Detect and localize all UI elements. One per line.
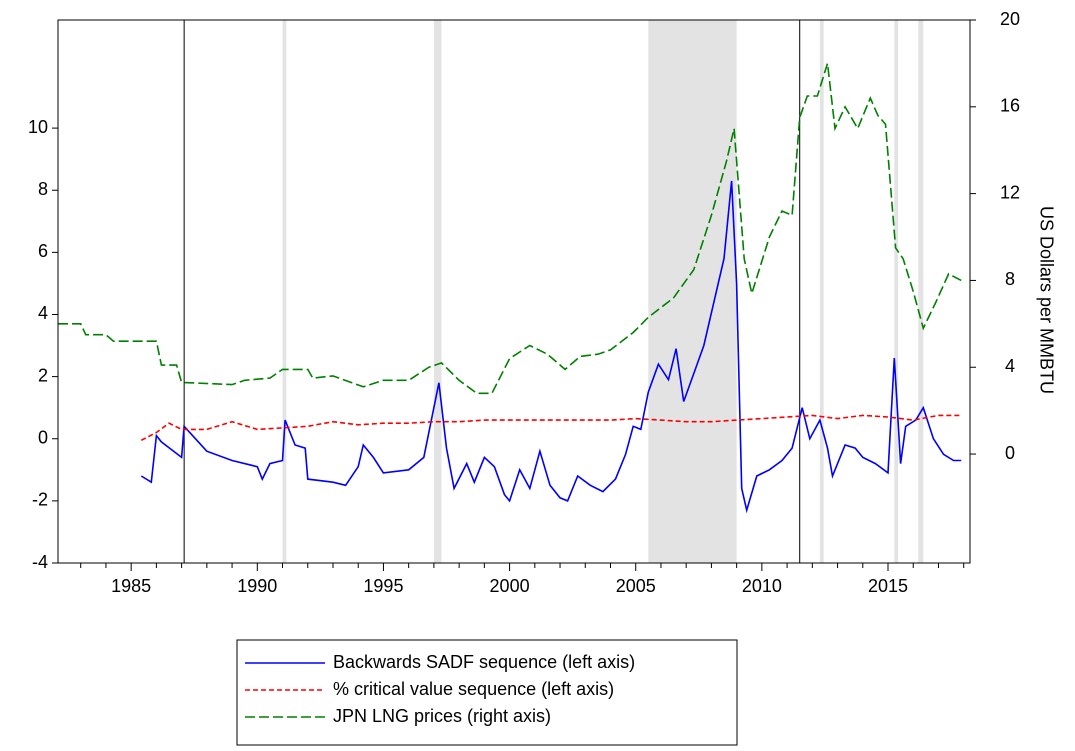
y2-axis-label: US Dollars per MMBTU [1036,206,1056,394]
shaded-period [819,20,824,563]
legend-label: % critical value sequence (left axis) [333,679,614,699]
series-line [140,180,962,514]
plot-frame [57,19,971,564]
y-tick-label: 4 [38,303,48,323]
shaded-period [918,20,924,563]
legend-label: Backwards SADF sequence (left axis) [333,652,635,672]
plot-border [57,19,971,564]
shaded-period [648,20,737,563]
x-tick-label: 1985 [111,576,151,596]
y-tick-label: 10 [28,117,48,137]
y2-tick-label: 16 [1000,96,1020,116]
x-tick-label: 2000 [490,576,530,596]
y-tick-label: 8 [38,179,48,199]
shaded-period [282,20,287,563]
x-tick-label: 2010 [742,576,782,596]
y2-tick-label: 0 [1005,443,1015,463]
y-tick-label: 6 [38,241,48,261]
y-tick-label: 2 [38,365,48,385]
y-tick-label: -2 [32,490,48,510]
x-tick-label: 1995 [363,576,403,596]
y2-tick-label: 8 [1005,269,1015,289]
series-line [140,414,962,442]
y2-tick-label: 12 [1000,182,1020,202]
shaded-period [433,20,442,563]
shaded-period [894,20,899,563]
y2-tick-label: 20 [1000,9,1020,29]
series-line [58,63,962,395]
x-tick-label: 2015 [868,576,908,596]
legend-box [236,639,738,746]
y-tick-label: -4 [32,552,48,572]
x-tick-label: 1990 [237,576,277,596]
legend-label: JPN LNG prices (right axis) [333,706,551,726]
y-tick-label: 0 [38,427,48,447]
x-tick-label: 2005 [616,576,656,596]
y2-tick-label: 4 [1005,356,1015,376]
